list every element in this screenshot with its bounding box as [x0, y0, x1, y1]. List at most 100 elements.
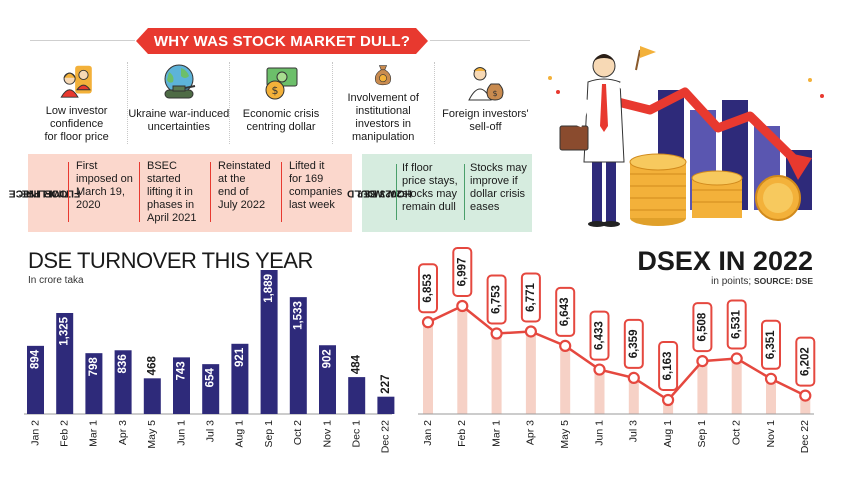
dsex-category-label: Mar 1: [490, 420, 502, 447]
reasons-row: Low investor confidence for floor price …: [26, 62, 536, 144]
timeline-step-text: Lifted it: [289, 160, 325, 172]
market-fall-illustration: [548, 46, 824, 227]
reason-text-line1: Involvement of institutional: [347, 92, 419, 117]
timeline-step-text: last week: [289, 199, 335, 211]
bar-value-label: 468: [146, 356, 158, 376]
dsex-value-box: [452, 247, 473, 297]
bar: [319, 345, 336, 414]
bar: [348, 377, 366, 414]
globe-tank-icon: [164, 64, 195, 99]
reason-item: $ Foreign investors' sell-off: [435, 62, 536, 144]
line-stem: [663, 400, 674, 414]
dsex-value-label: 6,531: [731, 310, 743, 339]
bar-category-label: Nov 1: [321, 420, 333, 448]
bar-value-label: 1,889: [263, 274, 275, 303]
dsex-value-label: 6,351: [765, 330, 777, 359]
prediction-step-text: Stocks may: [470, 162, 527, 174]
bar-value-label: 484: [351, 354, 363, 374]
timeline-step-text: First: [76, 160, 98, 172]
line-chart-source: SOURCE: DSE: [753, 276, 813, 286]
bar: [289, 297, 307, 414]
timeline-step-text: phases in: [147, 199, 195, 211]
reason-text-line2: for floor price: [44, 131, 109, 143]
bar-category-label: Jun 1: [175, 420, 187, 446]
dsex-category-label: Jul 3: [628, 420, 640, 442]
bar-category-label: May 5: [146, 420, 158, 449]
dsex-category-label: Feb 2: [456, 420, 468, 447]
title-rule-left: [30, 40, 135, 41]
prediction-step-text: remain dull: [402, 201, 456, 213]
line-chart-unit: in points;: [711, 276, 752, 287]
dsex-category-label: May 5: [559, 420, 571, 449]
dsex-point: [421, 316, 435, 329]
bar-value-label: 798: [88, 357, 100, 377]
timeline-step-text: lifting it in: [147, 186, 193, 198]
bar-value-label: 1,533: [292, 301, 304, 330]
bar: [202, 364, 220, 414]
dsex-point: [593, 363, 606, 376]
line-chart-title: DSEX IN 2022: [637, 246, 813, 276]
timeline-step-text: March 19,: [76, 186, 125, 198]
dsex-value-label: 6,771: [525, 282, 537, 311]
investors-icon: [60, 65, 92, 98]
prediction-step-text: dollar crisis: [470, 188, 526, 200]
bar-chart-title: DSE TURNOVER THIS YEAR: [28, 248, 313, 273]
timeline-step-text: July 2022: [218, 199, 266, 211]
dsex-point: [524, 325, 538, 338]
reason-text-line1: Economic crisis: [242, 108, 320, 120]
bar-category-label: Dec 22: [380, 420, 392, 453]
bar: [143, 378, 161, 414]
coin-stacks: [629, 153, 801, 226]
prediction-step-text: eases: [470, 201, 500, 213]
bar: [260, 270, 278, 414]
svg-text:$: $: [272, 84, 279, 97]
bar-category-label: Dec 1: [350, 420, 362, 448]
dsex-value-box: [692, 302, 713, 353]
bar-category-label: Jul 3: [204, 420, 216, 442]
reason-item: Low investor confidence for floor price: [26, 62, 129, 144]
bar-category-label: Apr 3: [117, 420, 129, 445]
bar-category-label: Sep 1: [263, 420, 275, 448]
dsex-value-label: 6,643: [559, 298, 571, 327]
dsex-category-label: Dec 22: [799, 420, 811, 453]
bar: [173, 357, 190, 414]
dsex-category-label: Jun 1: [593, 420, 605, 446]
dsex-category-label: Nov 1: [765, 420, 777, 448]
dsex-category-label: Sep 1: [696, 420, 708, 448]
timeline-step: BSEC started lifting it in phases in Apr…: [139, 154, 210, 232]
dsex-category-label: Aug 1: [662, 420, 674, 448]
line-chart-subtitle: in points; SOURCE: DSE: [711, 276, 813, 287]
bar-category-label: Jan 2: [29, 420, 41, 446]
dsex-value-label: 6,163: [662, 352, 674, 381]
reason-text-line1: Low investor confidence: [45, 105, 108, 130]
line-stem: [594, 369, 605, 414]
reason-item: $ Economic crisis centring dollar: [230, 62, 333, 144]
timeline-step: Reinstated at the end of July 2022: [210, 154, 281, 232]
reason-text-line1: Foreign investors': [442, 108, 529, 120]
dsex-value-label: 6,202: [799, 347, 811, 376]
dsex-point: [764, 372, 778, 385]
dsex-value-box: [761, 319, 781, 370]
line-stem: [525, 331, 536, 414]
bar-category-label: Mar 1: [88, 420, 100, 447]
dsex-value-box: [520, 272, 541, 323]
timeline-step-text: end of: [218, 186, 249, 198]
bar-value-label: 836: [117, 354, 129, 373]
bar: [377, 396, 395, 414]
bar: [114, 350, 132, 414]
dollar-note-icon: $: [265, 67, 298, 100]
dsex-category-label: Apr 3: [525, 420, 537, 445]
timeline-step: Lifted it for 169 companies last week: [281, 154, 352, 232]
line-stem: [731, 358, 742, 414]
dsex-value-label: 6,853: [422, 274, 434, 303]
dsex-category-label: Jan 2: [422, 420, 434, 446]
prediction-step-text: stocks may: [402, 188, 458, 200]
dsex-point: [490, 327, 503, 340]
prediction-step-text: price stays,: [402, 175, 458, 187]
line-stem: [697, 361, 708, 414]
decor-dots: [548, 76, 824, 98]
bar-value-label: 894: [30, 349, 42, 369]
dsex-value-box: [589, 310, 610, 361]
reason-text-line2: uncertainties: [147, 121, 210, 133]
